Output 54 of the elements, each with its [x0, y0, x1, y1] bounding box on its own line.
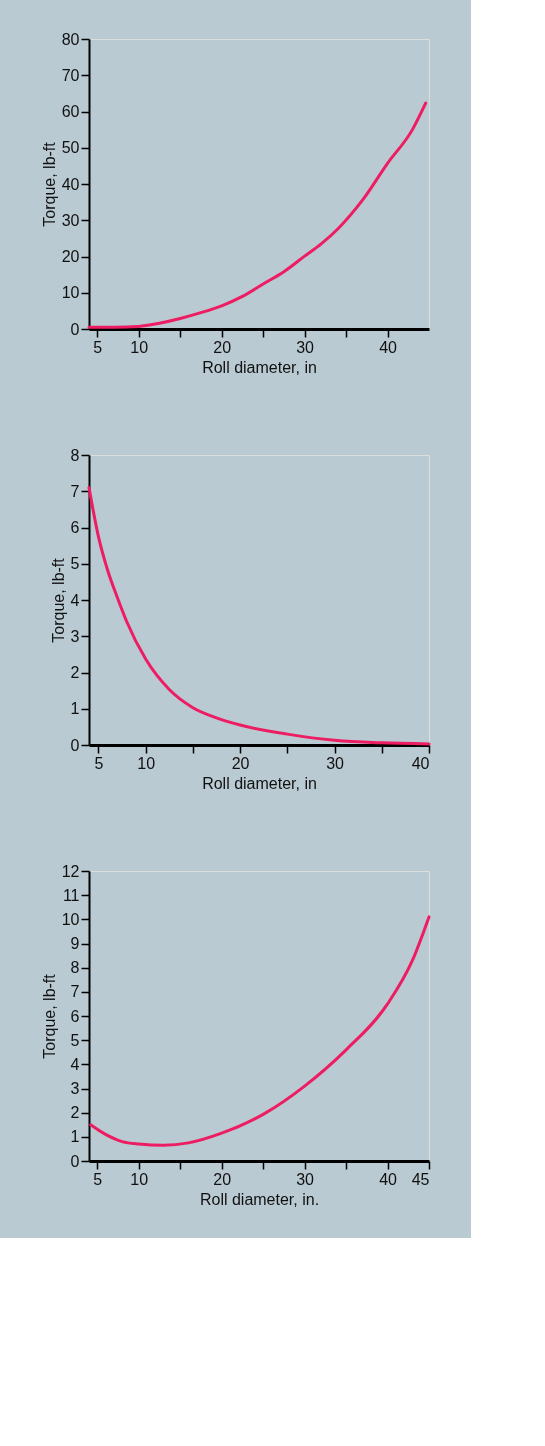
y-tick-label: 4 — [70, 1055, 80, 1073]
y-tick-label: 50 — [61, 139, 80, 157]
y-tick-label: 0 — [70, 1152, 80, 1170]
x-tick-label: 10 — [137, 754, 156, 772]
x-tick-label: 5 — [93, 338, 103, 356]
y-tick-label: 0 — [70, 736, 80, 754]
y-tick-label: 8 — [70, 959, 80, 977]
x-tick-label: 40 — [379, 338, 398, 356]
x-tick-label: 5 — [93, 1170, 103, 1188]
x-tick-label: 30 — [296, 338, 315, 356]
y-tick-label: 0 — [70, 320, 80, 338]
y-tick-label: 1 — [70, 1128, 80, 1146]
x-axis-title: Roll diameter, in. — [199, 1190, 320, 1208]
y-tick-label: 10 — [61, 284, 80, 302]
x-tick-label: 45 — [411, 1170, 430, 1188]
x-tick-label: 20 — [231, 754, 250, 772]
y-tick-label: 2 — [70, 664, 80, 681]
y-tick-label: 6 — [70, 519, 80, 536]
y-tick-label: 9 — [70, 935, 80, 952]
y-tick-label: 10 — [61, 910, 80, 928]
x-tick-label: 10 — [130, 338, 149, 356]
x-tick-label: 20 — [213, 338, 232, 356]
y-tick-label: 11 — [62, 886, 80, 904]
y-tick-label: 80 — [61, 30, 80, 48]
y-tick-label: 7 — [70, 482, 80, 500]
y-tick-label: 60 — [61, 103, 80, 120]
x-axis-title: Roll diameter, in — [202, 774, 317, 792]
line-series — [89, 915, 431, 1147]
x-axis-title: Roll diameter, in — [202, 358, 317, 376]
x-tick-label: 20 — [213, 1170, 232, 1188]
y-tick-label: 5 — [70, 555, 80, 573]
y-tick-label: 20 — [61, 248, 80, 265]
y-tick-label: 40 — [61, 175, 80, 193]
y-tick-label: 5 — [70, 1031, 80, 1049]
x-tick-label: 40 — [411, 754, 430, 772]
x-tick-label: 40 — [379, 1170, 398, 1188]
y-tick-label: 4 — [70, 591, 80, 609]
y-tick-label: 1 — [70, 700, 80, 718]
y-tick-label: 3 — [70, 627, 80, 645]
y-tick-label: 70 — [61, 66, 80, 84]
y-axis-title: Torque, lb-ft — [40, 973, 58, 1059]
x-tick-label: 30 — [326, 754, 345, 772]
y-tick-label: 8 — [70, 446, 80, 464]
y-tick-label: 6 — [70, 1007, 80, 1025]
y-tick-label: 7 — [70, 983, 80, 1001]
x-tick-label: 10 — [130, 1170, 149, 1188]
y-axis-title: Torque, lb-ft — [49, 557, 67, 643]
y-tick-label: 3 — [70, 1080, 80, 1097]
y-tick-label: 12 — [61, 862, 80, 880]
y-tick-label: 30 — [61, 211, 80, 229]
x-tick-label: 30 — [296, 1170, 315, 1188]
y-tick-label: 2 — [70, 1104, 80, 1122]
y-axis-title: Torque, lb-ft — [40, 141, 58, 227]
x-tick-label: 5 — [94, 754, 104, 772]
